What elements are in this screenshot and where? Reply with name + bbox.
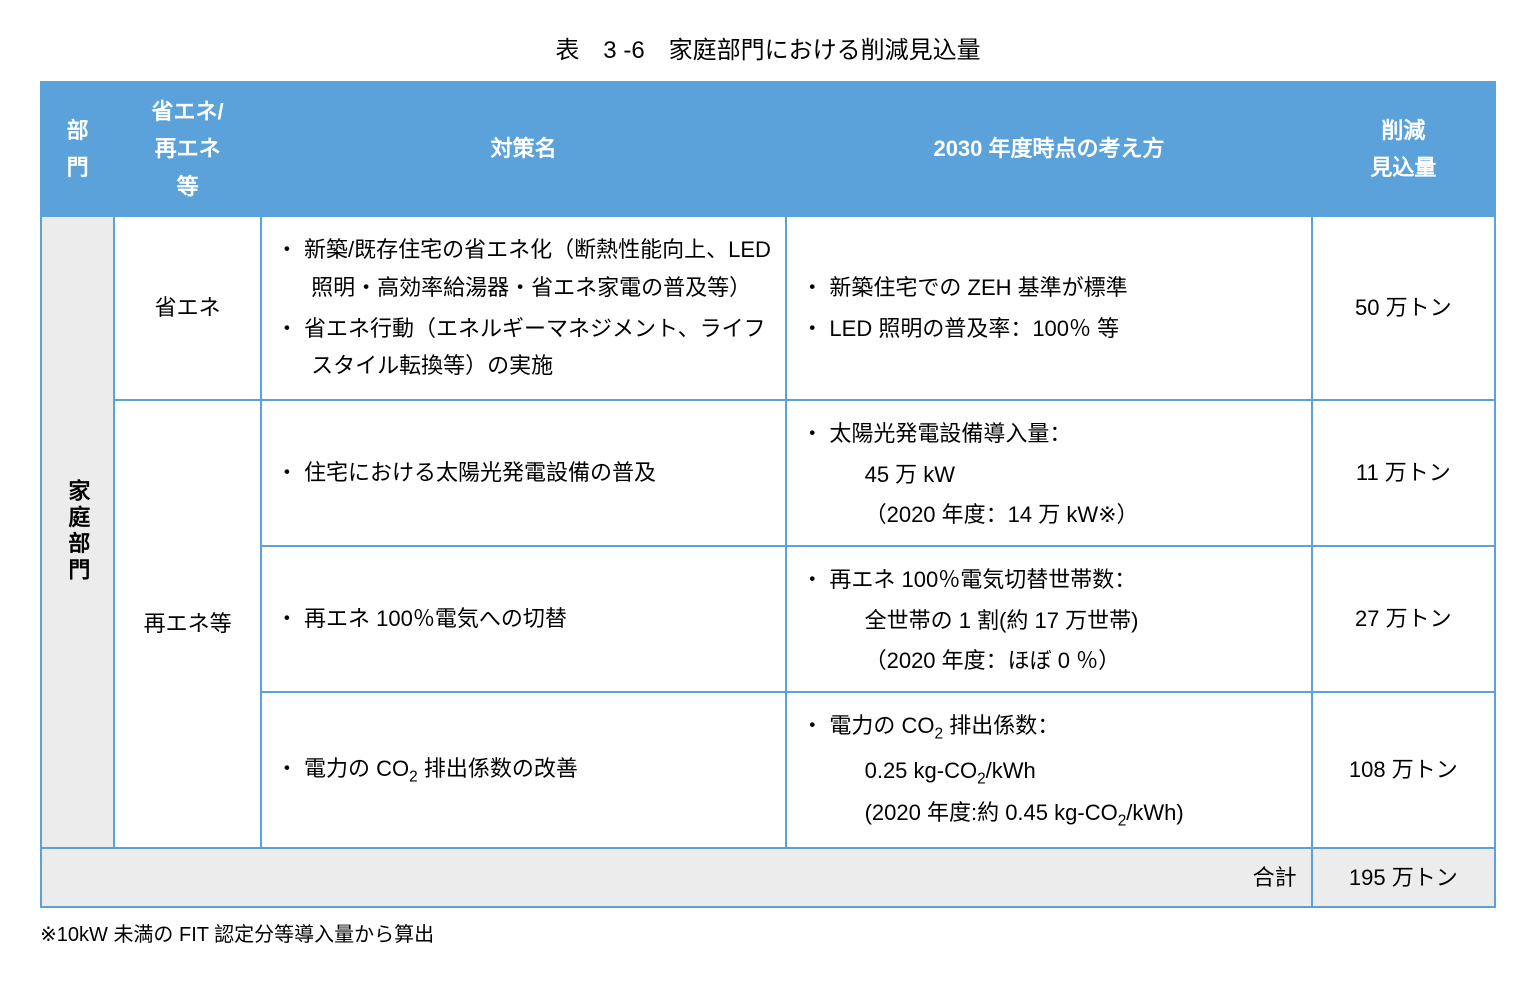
total-row: 合計195 万トン (41, 848, 1495, 907)
category-cell: 再エネ等 (114, 400, 261, 848)
dept-cell: 家庭部門 (41, 216, 114, 848)
category-cell: 省エネ (114, 216, 261, 400)
measure-cell: ・ 住宅における太陽光発電設備の普及 (261, 400, 786, 546)
header-dept: 部門 (41, 82, 114, 216)
table-header-row: 部門 省エネ/再エネ等 対策名 2030 年度時点の考え方 削減見込量 (41, 82, 1495, 216)
header-2030: 2030 年度時点の考え方 (786, 82, 1311, 216)
amount-cell: 108 万トン (1312, 692, 1495, 848)
amount-cell: 11 万トン (1312, 400, 1495, 546)
table-title: 表 3 -6 家庭部門における削減見込量 (40, 30, 1496, 65)
measure-cell: ・ 電力の CO2 排出係数の改善 (261, 692, 786, 848)
measure-cell: ・ 新築/既存住宅の省エネ化（断熱性能向上、LED 照明・高効率給湯器・省エネ家… (261, 216, 786, 400)
header-measure: 対策名 (261, 82, 786, 216)
table-row: 再エネ等・ 住宅における太陽光発電設備の普及・ 太陽光発電設備導入量： 45 万… (41, 400, 1495, 546)
reduction-table: 部門 省エネ/再エネ等 対策名 2030 年度時点の考え方 削減見込量 家庭部門… (40, 81, 1496, 908)
amount-cell: 50 万トン (1312, 216, 1495, 400)
think2030-cell: ・ 電力の CO2 排出係数： 0.25 kg-CO2/kWh (2020 年度… (786, 692, 1311, 848)
footnote: ※10kW 未満の FIT 認定分等導入量から算出 (40, 918, 1496, 947)
amount-cell: 27 万トン (1312, 546, 1495, 692)
measure-cell: ・ 再エネ 100％電気への切替 (261, 546, 786, 692)
think2030-cell: ・ 太陽光発電設備導入量： 45 万 kW （2020 年度：14 万 kW※） (786, 400, 1311, 546)
total-amount: 195 万トン (1312, 848, 1495, 907)
think2030-cell: ・ 再エネ 100％電気切替世帯数： 全世帯の 1 割(約 17 万世帯) （2… (786, 546, 1311, 692)
think2030-cell: ・ 新築住宅での ZEH 基準が標準・ LED 照明の普及率：100％ 等 (786, 216, 1311, 400)
header-category: 省エネ/再エネ等 (114, 82, 261, 216)
header-amount: 削減見込量 (1312, 82, 1495, 216)
total-label: 合計 (41, 848, 1312, 907)
table-row: 家庭部門省エネ・ 新築/既存住宅の省エネ化（断熱性能向上、LED 照明・高効率給… (41, 216, 1495, 400)
